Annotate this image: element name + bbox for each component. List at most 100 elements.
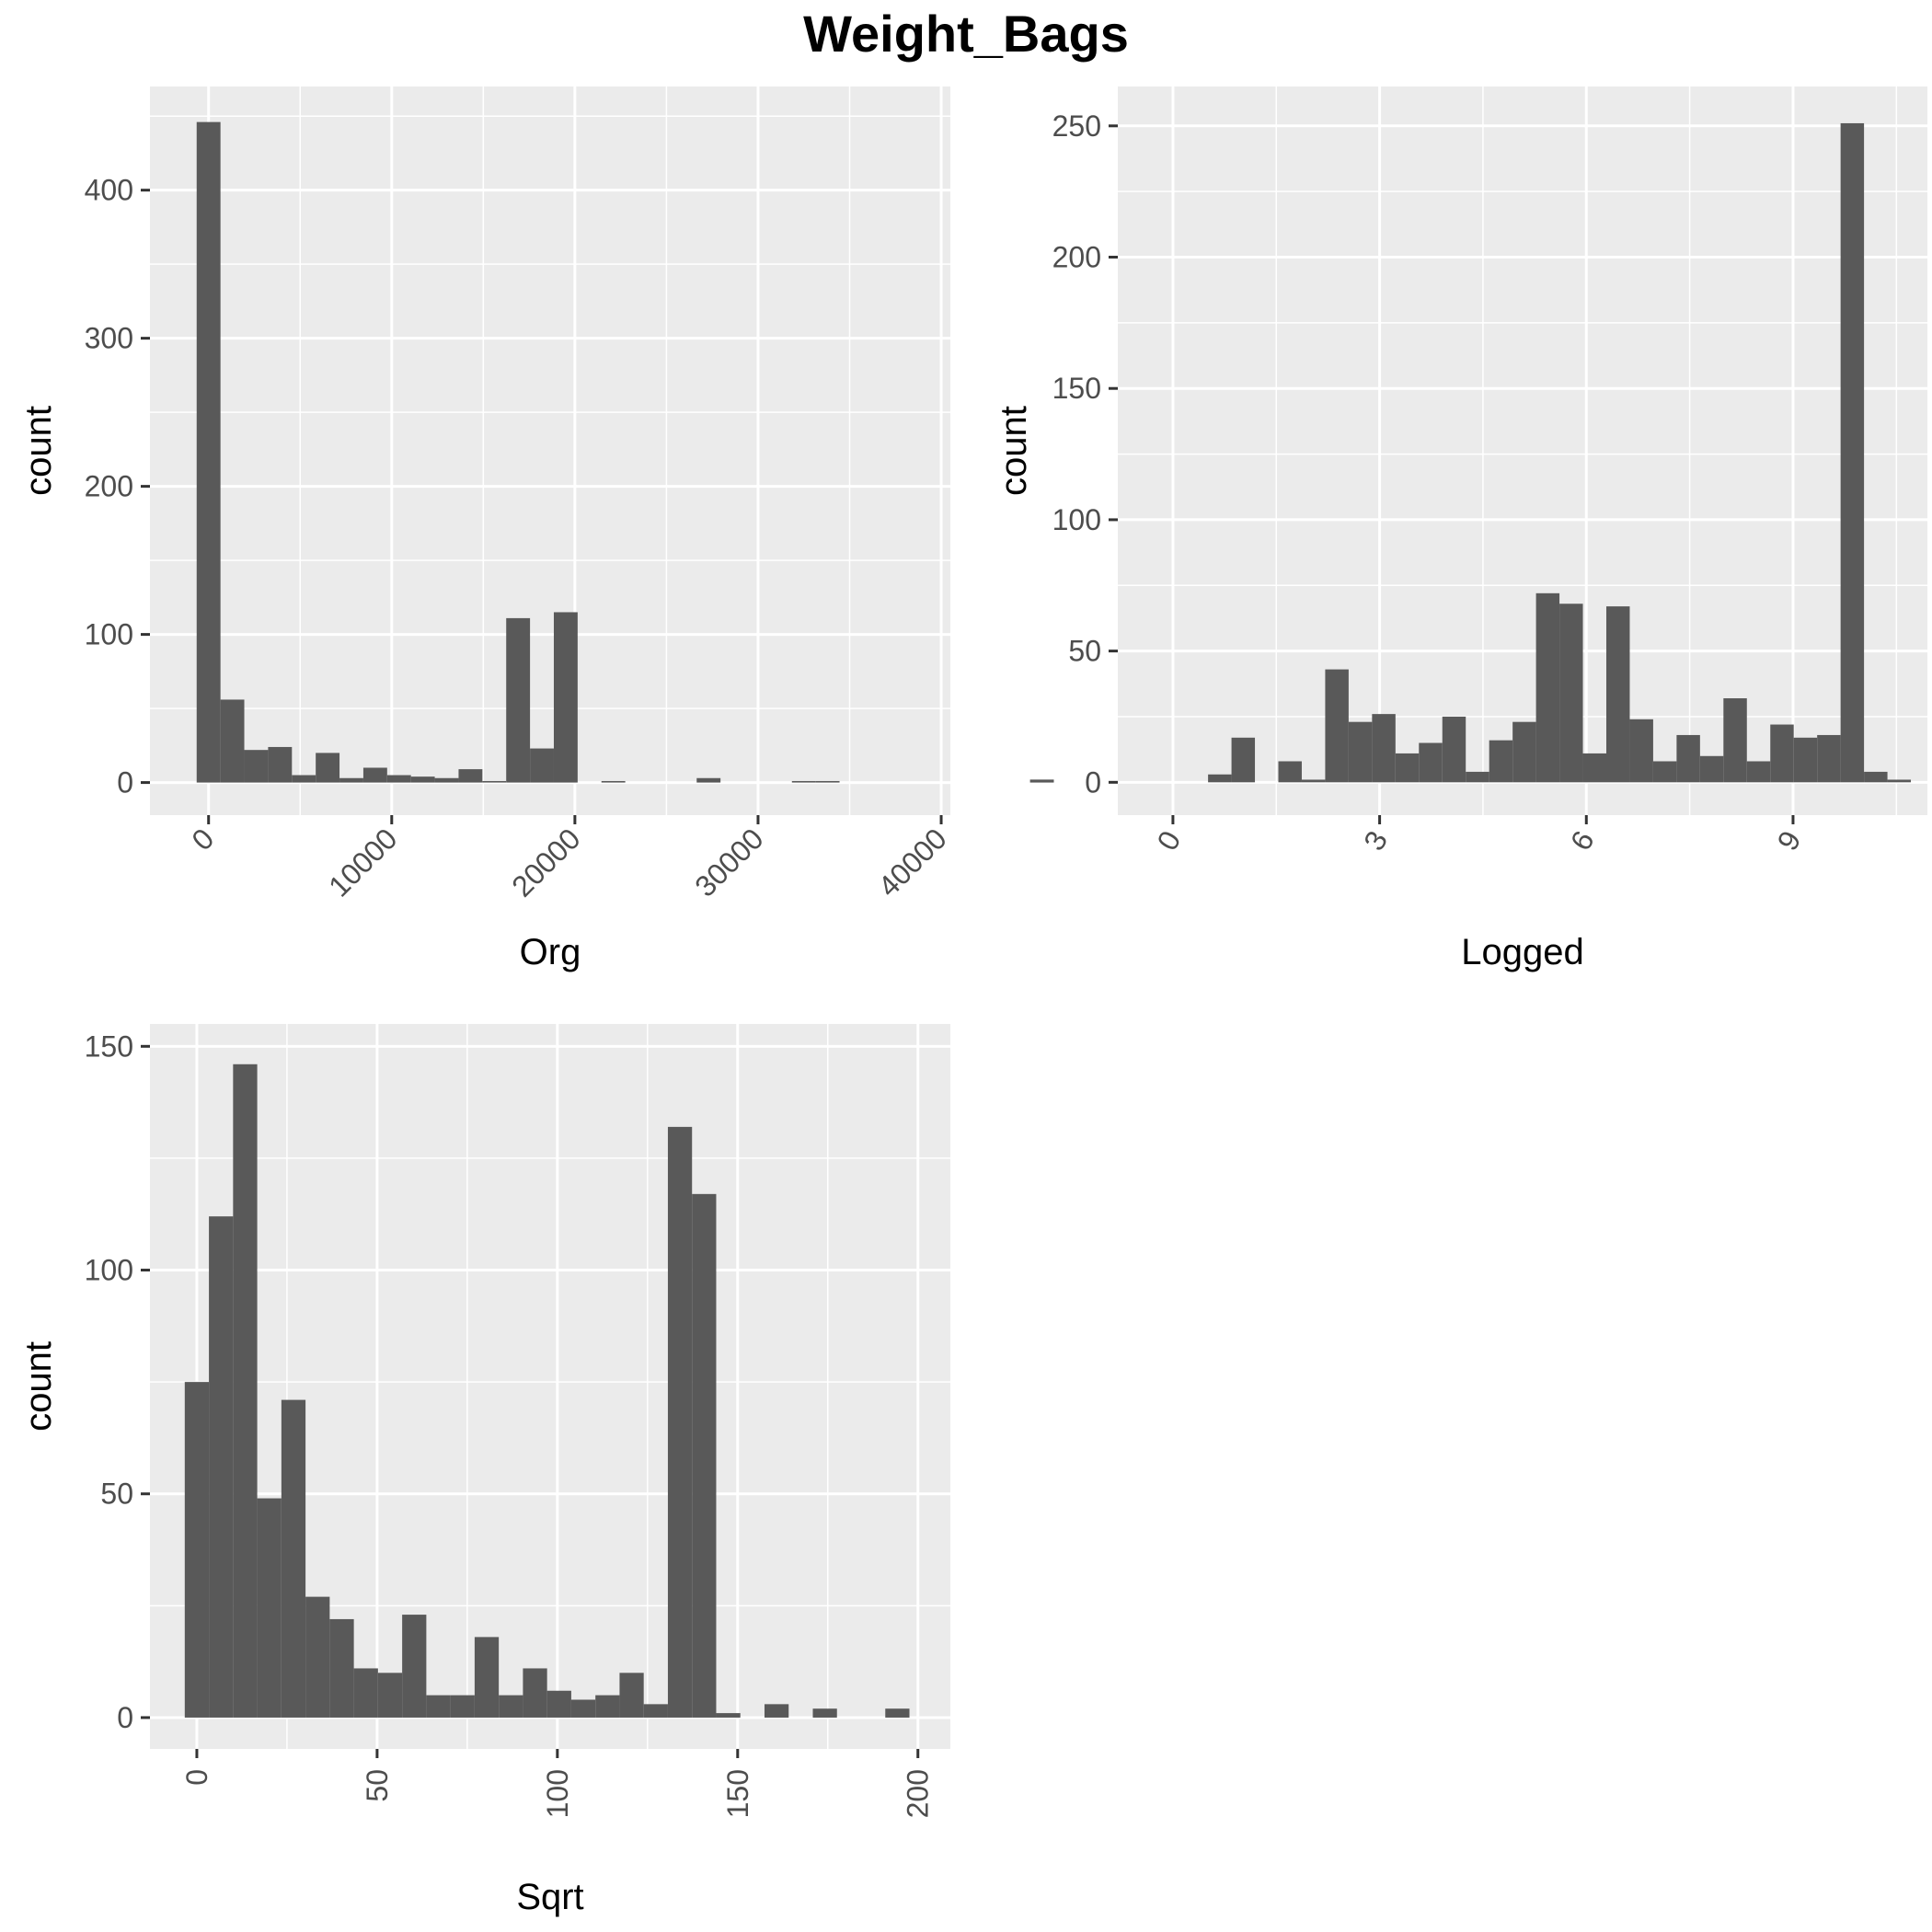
histogram-bar <box>791 780 816 783</box>
histogram-bar <box>362 767 387 783</box>
histogram-bar <box>601 780 626 783</box>
histogram-bar <box>1559 604 1583 783</box>
x-tick-label: 0 <box>1150 825 1187 856</box>
y-tick-label: 150 <box>85 1029 133 1063</box>
histogram-sqrt-panel: 0 50 100 150 0 50 100 150 200 Sqrt count <box>18 1024 950 1917</box>
histogram-bar <box>426 1695 451 1718</box>
x-tick-label: 50 <box>361 1769 394 1802</box>
histogram-bar <box>595 1695 620 1718</box>
histogram-bar <box>434 777 459 783</box>
x-tick-label: 30000 <box>688 822 769 903</box>
histogram-bar <box>1887 779 1912 783</box>
histogram-bar <box>1699 755 1724 783</box>
y-tick-label: 100 <box>85 1254 133 1287</box>
x-tick-label: 100 <box>541 1769 574 1818</box>
histogram-bar <box>815 780 840 783</box>
y-tick-label: 250 <box>1052 109 1101 143</box>
x-tick-label: 20000 <box>505 822 586 903</box>
histogram-bar <box>1301 779 1326 783</box>
histogram-bar <box>281 1399 306 1718</box>
histogram-bar <box>1489 740 1513 783</box>
histogram-bar <box>506 617 531 783</box>
y-tick-label: 300 <box>85 322 133 355</box>
histogram-bar <box>329 1618 354 1718</box>
histogram-bar <box>1395 753 1420 783</box>
plot-background <box>1118 86 1927 815</box>
histogram-bar <box>499 1695 523 1718</box>
histogram-bar <box>196 121 221 783</box>
y-tick-label: 150 <box>1052 372 1101 405</box>
x-tick-label: 0 <box>180 1769 213 1786</box>
histogram-bar <box>1817 734 1841 783</box>
x-tick-label: 40000 <box>871 822 952 903</box>
histogram-org-panel: 0 100 200 300 400 0 10000 20000 30000 40000 Org cou… <box>18 86 1054 972</box>
histogram-bar <box>812 1708 837 1718</box>
y-tick-label: 0 <box>117 1701 133 1734</box>
histogram-bar <box>643 1704 668 1718</box>
y-tick-label: 50 <box>1068 635 1101 668</box>
histogram-bar <box>1535 592 1560 783</box>
histogram-bar <box>1582 753 1606 783</box>
histogram-bar <box>553 612 578 783</box>
histogram-bar <box>482 780 507 783</box>
y-tick-label: 400 <box>85 174 133 207</box>
histogram-bar <box>386 775 411 783</box>
histogram-bar <box>316 753 340 783</box>
x-tick-label: 200 <box>902 1769 935 1818</box>
histogram-bar <box>1652 761 1677 783</box>
histogram-bar <box>764 1704 789 1718</box>
y-axis-title: count <box>18 1341 59 1432</box>
histogram-bar <box>696 777 721 783</box>
histogram-bar <box>305 1596 330 1718</box>
x-tick-label: 0 <box>185 822 220 857</box>
histogram-bar <box>353 1668 378 1718</box>
histogram-bar <box>410 776 435 783</box>
x-tick-label: 3 <box>1357 825 1394 856</box>
histogram-bar <box>523 1668 547 1718</box>
histogram-bar <box>667 1126 693 1718</box>
y-axis-title: count <box>994 406 1034 496</box>
histogram-bar <box>1840 122 1865 783</box>
x-axis-title: Sqrt <box>516 1877 583 1917</box>
histogram-bar <box>1605 606 1630 783</box>
histogram-bar <box>450 1695 475 1718</box>
histogram-bar <box>1723 697 1747 783</box>
y-tick-label: 0 <box>1085 765 1101 799</box>
histogram-bar <box>1325 669 1349 783</box>
histogram-bar <box>292 775 316 783</box>
figure-title: Weight_Bags <box>803 5 1129 63</box>
histogram-bar <box>1442 716 1466 783</box>
y-axis-title: count <box>18 406 59 496</box>
histogram-bar <box>458 769 483 783</box>
y-tick-label: 100 <box>1052 503 1101 536</box>
x-tick-label: 10000 <box>322 822 403 903</box>
x-tick-label: 9 <box>1770 825 1807 856</box>
histogram-bar <box>1793 737 1818 783</box>
x-tick-label: 150 <box>721 1769 754 1818</box>
histogram-bar <box>184 1382 210 1718</box>
histogram-bar <box>209 1216 234 1718</box>
histogram-bar <box>1208 774 1232 783</box>
histogram-bar <box>1512 721 1536 783</box>
histogram-bar <box>1770 724 1794 783</box>
histogram-bar <box>885 1708 910 1718</box>
x-tick-label: 6 <box>1564 825 1601 856</box>
histogram-bar <box>377 1673 403 1718</box>
histogram-bar <box>1278 761 1302 783</box>
histogram-bar <box>1864 771 1888 783</box>
histogram-bar <box>1372 714 1396 783</box>
y-tick-label: 200 <box>85 470 133 503</box>
plot-background <box>150 86 950 815</box>
histogram-bar <box>233 1064 258 1718</box>
histogram-bar <box>402 1615 427 1718</box>
x-axis-title: Org <box>520 932 581 972</box>
histogram-bar <box>530 748 554 783</box>
histogram-bar <box>1676 734 1700 783</box>
histogram-bar <box>268 746 293 783</box>
y-tick-label: 50 <box>100 1478 133 1511</box>
histogram-bar <box>1029 779 1054 783</box>
histogram-bar <box>474 1637 500 1718</box>
histogram-bar <box>619 1673 644 1718</box>
histogram-bar <box>546 1690 571 1718</box>
